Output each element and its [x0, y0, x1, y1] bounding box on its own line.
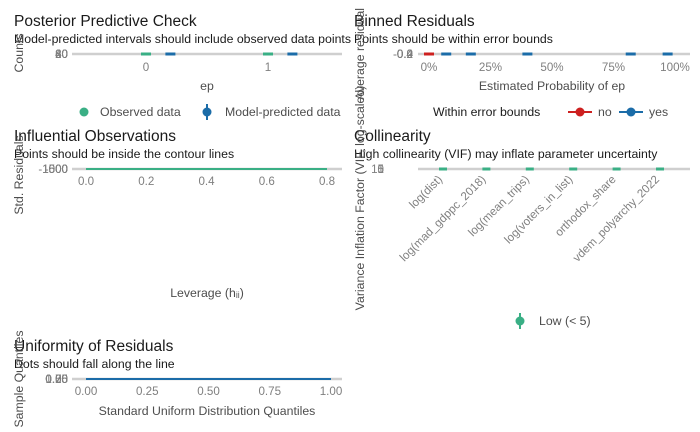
ppc-legend-observed-label: Observed data	[100, 105, 181, 119]
influence-x-tick-label: 0.4	[198, 175, 215, 188]
ppc-y-tick-label: 20	[55, 48, 68, 61]
binned-legend-no-label: no	[598, 105, 612, 119]
influence-y-tick-label: -500	[45, 163, 68, 176]
binned-title: Binned Residuals	[354, 13, 475, 30]
binned-x-tick-label: 100%	[660, 61, 690, 74]
uniformity-title: Uniformity of Residuals	[14, 338, 174, 355]
ppc-y-tick-label: 0	[62, 48, 68, 61]
ppc-panel: Posterior Predictive Check Model-predict…	[12, 13, 351, 120]
influence-y-tick-label: 1000	[42, 163, 68, 176]
ppc-xlabel: ep	[200, 79, 214, 93]
influence-ylabel: Std. Residuals	[12, 135, 26, 214]
binned-x-tick-label: 75%	[602, 61, 625, 74]
ppc-title: Posterior Predictive Check	[14, 13, 197, 30]
influence-panel: Influential Observations Points should b…	[12, 128, 342, 300]
vif-panel: Collinearity High collinearity (VIF) may…	[353, 86, 690, 329]
vif-category-label: log(dist)	[407, 173, 445, 211]
binned-legend-yes-label: yes	[649, 105, 668, 119]
uniformity-x-tick-label: 0.25	[136, 385, 159, 398]
ppc-x-tick-label: 1	[265, 61, 271, 74]
ppc-y-tick-label: 60	[55, 48, 68, 61]
ppc-x-tick-label: 0	[143, 61, 149, 74]
uniformity-y-tick-label: 1.00	[45, 373, 68, 386]
binned-x-ticks: 0% 25% 50% 75% 100%	[421, 61, 690, 74]
vif-y-tick-label: 1	[378, 163, 384, 176]
binned-x-tick-label: 25%	[479, 61, 502, 74]
vif-category-label: log(mad_gdppc_2018)	[397, 173, 488, 264]
binned-legend: Within error bounds no yes	[433, 105, 668, 119]
vif-legend: Low (< 5)	[515, 313, 591, 329]
uniformity-y-tick-label: 0.75	[45, 373, 68, 386]
vif-subtitle: High collinearity (VIF) may inflate para…	[354, 147, 658, 161]
uniformity-x-tick-label: 1.00	[320, 385, 343, 398]
uniformity-x-tick-label: 0.50	[197, 385, 220, 398]
binned-legend-title: Within error bounds	[433, 105, 540, 119]
influence-y-tick-label: -1000	[38, 163, 68, 176]
binned-ylabel: Average residual	[353, 8, 367, 100]
influence-x-tick-label: 0.2	[138, 175, 154, 188]
ppc-subtitle: Model-predicted intervals should include…	[14, 32, 351, 46]
binned-y-tick-label: -0.4	[393, 48, 414, 61]
vif-y-tick-label: 5	[378, 163, 384, 176]
influence-xlabel: Leverage (hᵢᵢ)	[170, 286, 244, 300]
ppc-ylabel: Counts	[12, 34, 26, 73]
vif-y-tick-label: 10	[371, 163, 384, 176]
binned-y-ticks: -0.4-0.20.00.20.4	[393, 48, 414, 61]
vif-legend-label: Low (< 5)	[539, 314, 591, 328]
ppc-legend: Observed data Model-predicted data	[79, 104, 341, 120]
vif-x-ticks: log(dist)log(mad_gdppc_2018)log(mean_tri…	[397, 173, 662, 265]
uniformity-x-ticks: 0.00 0.25 0.50 0.75 1.00	[75, 385, 343, 398]
vif-title: Collinearity	[354, 128, 431, 145]
binned-x-tick-label: 0%	[421, 61, 438, 74]
ppc-y-tick-label: 40	[55, 48, 68, 61]
binned-xlabel: Estimated Probability of ep	[479, 79, 625, 93]
binned-y-tick-label: -0.2	[393, 48, 413, 61]
binned-y-tick-label: 0.4	[397, 48, 414, 61]
vif-ylabel-text: Variance Inflation Factor (VIF, log-scal…	[353, 86, 367, 311]
influence-y-tick-label: 0	[62, 163, 68, 176]
uniformity-y-tick-label: 0.50	[45, 373, 68, 386]
binned-subtitle: Points should be within error bounds	[354, 32, 553, 46]
vif-ylabel: Variance Inflation Factor (VIF, log-scal…	[353, 86, 367, 311]
ppc-legend-predicted-swatch	[202, 107, 212, 117]
ppc-y-tick-label: 80	[55, 48, 68, 61]
ppc-legend-predicted-label: Model-predicted data	[225, 105, 341, 119]
uniformity-x-tick-label: 0.75	[258, 385, 281, 398]
uniformity-ylabel: Sample Quantiles	[12, 330, 26, 427]
vif-category-label: vdem_polyarchy_2022	[570, 173, 662, 265]
influence-title: Influential Observations	[14, 128, 176, 145]
binned-panel: Binned Residuals Points should be within…	[353, 8, 690, 119]
influence-x-tick-label: 0.8	[319, 175, 335, 188]
ppc-legend-observed-swatch	[79, 107, 89, 117]
influence-x-tick-label: 0.0	[78, 175, 94, 188]
vif-legend-swatch	[515, 316, 525, 326]
uniformity-subtitle: Dots should fall along the line	[14, 357, 175, 371]
uniformity-panel: Uniformity of Residuals Dots should fall…	[12, 330, 342, 427]
uniformity-x-tick-label: 0.00	[75, 385, 98, 398]
influence-x-tick-label: 0.6	[259, 175, 275, 188]
influence-x-ticks: 0.0 0.2 0.4 0.6 0.8	[78, 175, 335, 188]
binned-legend-no-swatch	[575, 107, 585, 117]
binned-y-tick-label: 0.0	[397, 48, 413, 61]
influence-y-tick-label: 500	[49, 163, 68, 176]
uniformity-xlabel: Standard Uniform Distribution Quantiles	[99, 404, 316, 418]
binned-legend-yes-swatch	[626, 107, 636, 117]
binned-y-tick-label: 0.2	[397, 48, 413, 61]
binned-x-tick-label: 50%	[540, 61, 563, 74]
uniformity-y-ticks: 0.000.250.500.751.00	[45, 373, 68, 386]
influence-subtitle: Points should be inside the contour line…	[14, 147, 234, 161]
uniformity-y-tick-label: 0.25	[45, 373, 68, 386]
uniformity-y-tick-label: 0.00	[45, 373, 68, 386]
